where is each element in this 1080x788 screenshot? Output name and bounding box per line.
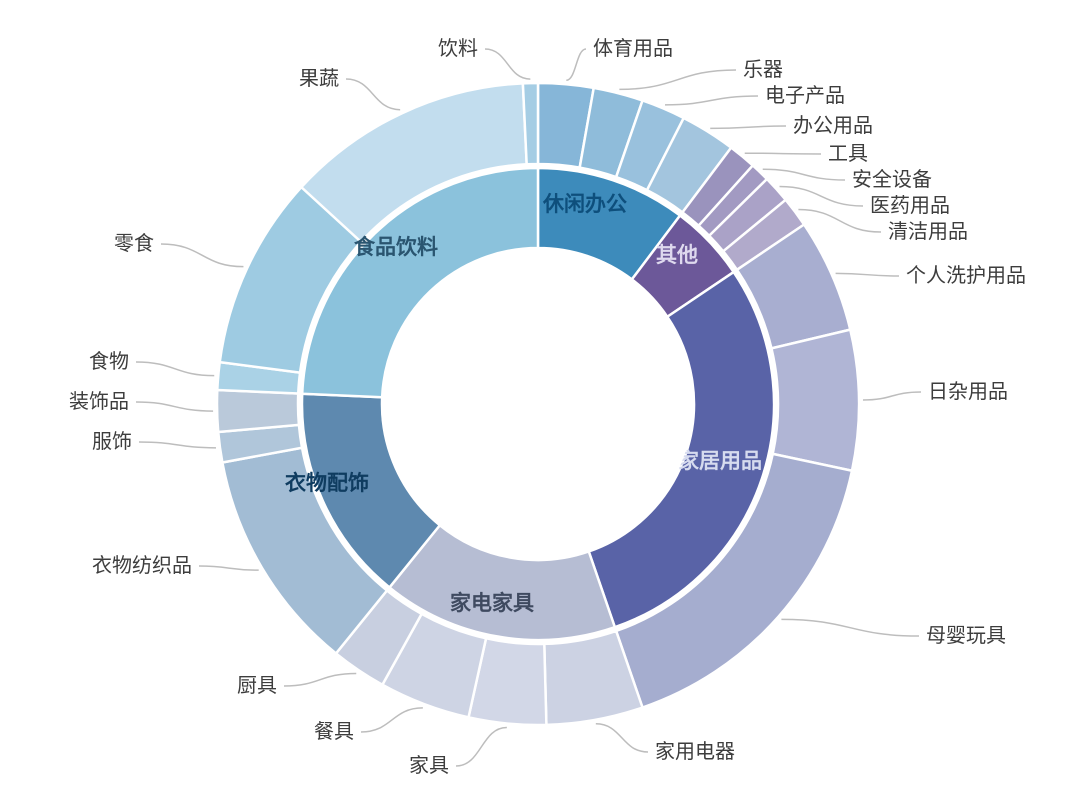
clothing-textiles-label: 衣物纺织品 bbox=[92, 553, 192, 577]
other-label: 其他 bbox=[656, 243, 698, 267]
donut-hole bbox=[383, 249, 693, 559]
cleaning-supplies-leader-line bbox=[798, 208, 882, 233]
tableware-leader-line bbox=[360, 707, 423, 733]
slice-daily-sundries[interactable] bbox=[770, 328, 861, 472]
slice-decorations[interactable] bbox=[215, 388, 301, 434]
slice-drinks[interactable] bbox=[521, 81, 540, 166]
tools-label: 工具 bbox=[828, 141, 868, 165]
personal-care-label: 个人洗护用品 bbox=[906, 263, 1026, 287]
cleaning-supplies-label: 清洁用品 bbox=[888, 219, 968, 243]
furniture-leader-line bbox=[455, 726, 507, 767]
apparel-leader-line bbox=[138, 441, 216, 449]
office-supplies-label: 办公用品 bbox=[793, 113, 873, 137]
appliances-furniture-label: 家电家具 bbox=[450, 591, 534, 615]
sports-goods-leader-line bbox=[566, 48, 587, 81]
fruits-vegetables-leader-line bbox=[345, 78, 401, 111]
food-leader-line bbox=[135, 361, 215, 377]
clothing-accessories-label: 衣物配饰 bbox=[285, 471, 369, 495]
leisure-office-label: 休闲办公 bbox=[542, 192, 627, 216]
drinks-leader-line bbox=[484, 48, 531, 80]
apparel-label: 服饰 bbox=[92, 429, 132, 453]
medical-supplies-leader-line bbox=[779, 185, 864, 207]
snacks-label: 零食 bbox=[114, 231, 154, 255]
baby-toys-leader-line bbox=[781, 618, 920, 637]
electronics-label: 电子产品 bbox=[765, 83, 845, 107]
food-beverage-label: 食品饮料 bbox=[354, 235, 438, 259]
electronics-leader-line bbox=[664, 95, 759, 106]
kitchenware-label: 厨具 bbox=[237, 673, 277, 697]
food-label: 食物 bbox=[89, 349, 129, 373]
safety-equipment-leader-line bbox=[762, 168, 846, 181]
fruits-vegetables-label: 果蔬 bbox=[299, 66, 339, 90]
home-appliances-label: 家用电器 bbox=[655, 739, 735, 763]
slice-household-goods[interactable] bbox=[587, 270, 776, 629]
decorations-label: 装饰品 bbox=[69, 389, 129, 413]
musical-instruments-label: 乐器 bbox=[743, 57, 783, 81]
sunburst-slices bbox=[215, 81, 861, 727]
daily-sundries-leader-line bbox=[862, 391, 922, 401]
clothing-textiles-leader-line bbox=[198, 565, 259, 571]
drinks-label: 饮料 bbox=[438, 36, 478, 60]
home-appliances-leader-line bbox=[595, 723, 649, 753]
personal-care-leader-line bbox=[835, 272, 900, 277]
musical-instruments-leader-line bbox=[619, 69, 737, 91]
office-supplies-leader-line bbox=[710, 125, 787, 130]
decorations-leader-line bbox=[135, 401, 214, 412]
slice-food-beverage[interactable] bbox=[300, 166, 540, 399]
kitchenware-leader-line bbox=[283, 672, 357, 687]
label-leader-lines bbox=[135, 48, 922, 767]
safety-equipment-label: 安全设备 bbox=[852, 167, 932, 191]
tools-leader-line bbox=[744, 152, 822, 155]
baby-toys-label: 母婴玩具 bbox=[926, 623, 1006, 647]
tableware-label: 餐具 bbox=[314, 719, 354, 743]
medical-supplies-label: 医药用品 bbox=[870, 193, 950, 217]
snacks-leader-line bbox=[160, 243, 244, 268]
sports-goods-label: 体育用品 bbox=[593, 36, 673, 60]
daily-sundries-label: 日杂用品 bbox=[928, 379, 1008, 403]
household-goods-label: 家居用品 bbox=[678, 449, 762, 473]
furniture-label: 家具 bbox=[409, 753, 449, 777]
